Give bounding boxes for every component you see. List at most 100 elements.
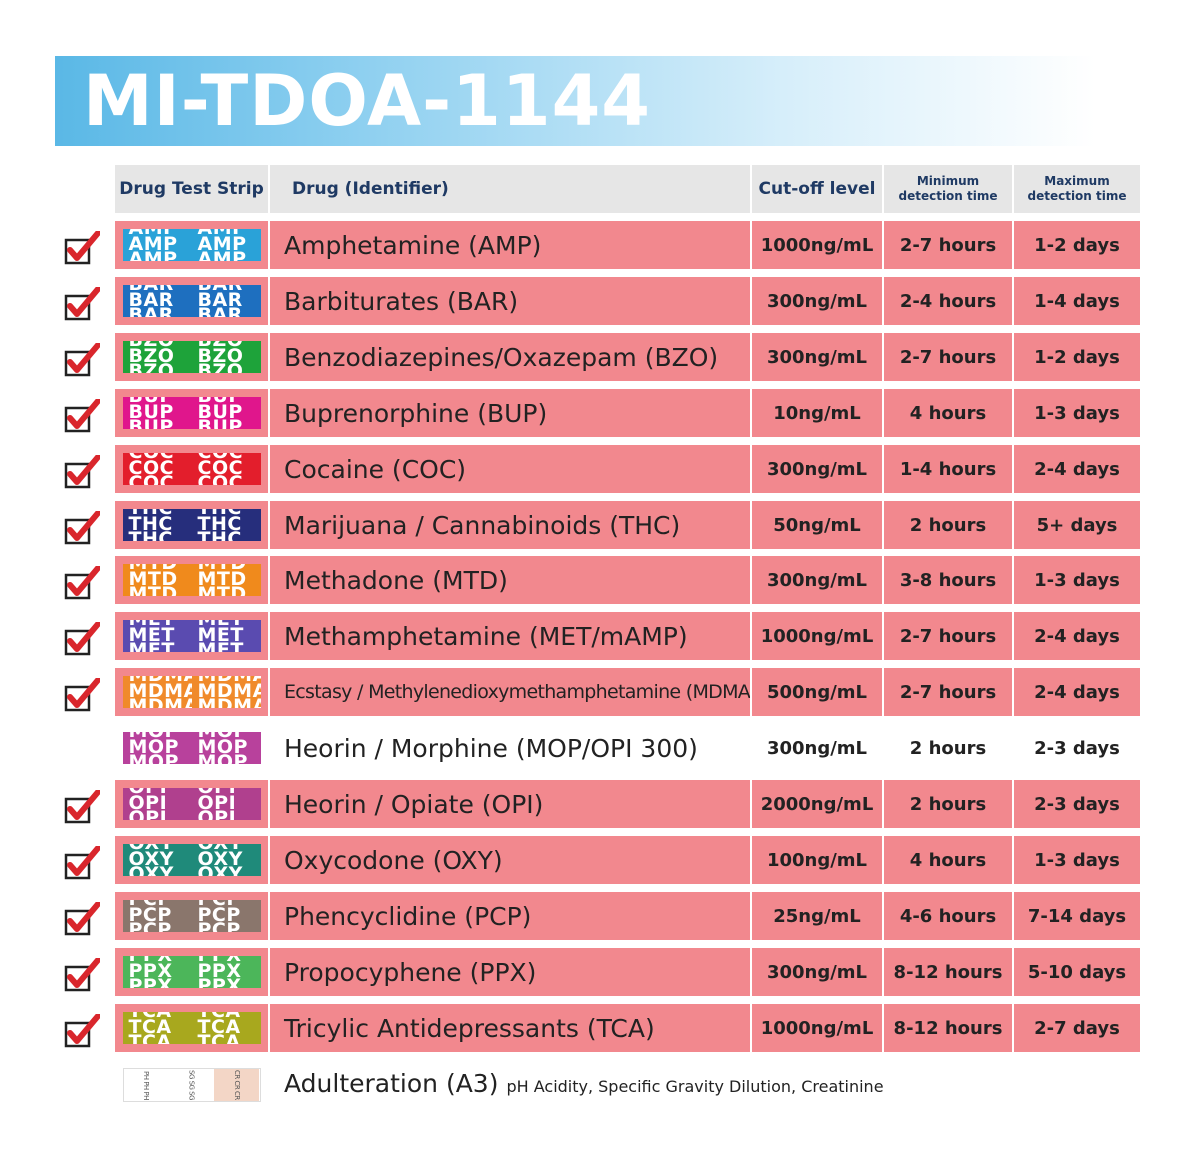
strip-code-text: COC — [128, 457, 175, 479]
drug-name: Benzodiazepines/Oxazepam (BZO) — [270, 333, 750, 381]
max-detection-time: 5-10 days — [1014, 948, 1140, 996]
strip-cell: MTDMTDMTDMTDMTDMTD — [115, 556, 268, 604]
strip-code-text: OPI — [129, 788, 168, 797]
checkmark-icon — [64, 846, 100, 880]
header-max-line1: Maximum — [1044, 174, 1110, 188]
drug-name: Phencyclidine (PCP) — [270, 892, 750, 940]
strip-code-text: PPX — [128, 960, 173, 982]
max-detection-time: 2-3 days — [1034, 737, 1120, 759]
strip-code-text: AMP — [128, 233, 178, 255]
drug-name: Oxycodone (OXY) — [270, 836, 750, 884]
strip-code-text: MDMA — [198, 676, 261, 685]
min-detection-time: 2 hours — [909, 737, 987, 759]
adulteration-strip-cell: PH PH PH SG SG SG CR CR CR — [115, 1061, 268, 1109]
drug-name: Ecstasy / Methylenedioxymethamphetamine … — [270, 668, 750, 716]
header-cutoff: Cut-off level — [752, 165, 882, 213]
drug-name: Heorin / Opiate (OPI) — [270, 780, 750, 828]
strip-code-text: MTD — [197, 583, 247, 597]
drug-test-strip: BUPBUPBUPBUPBUPBUP — [122, 397, 261, 429]
strip-code-text: BAR — [128, 289, 174, 311]
strip-code-text: BUP — [128, 416, 174, 430]
table-row: MDMAMDMAMDMAMDMAMDMAMDMA Ecstasy / Methyl… — [0, 668, 1200, 716]
strip-cell: BARBARBARBARBARBAR — [115, 277, 268, 325]
drug-test-strip: BZOBZOBZOBZOBZOBZO — [122, 341, 261, 373]
min-detection-time: 2-7 hours — [884, 668, 1012, 716]
strip-code-text: MTD — [129, 564, 178, 573]
min-detection-time: 4 hours — [884, 836, 1012, 884]
strip-segment-sg: SG SG SG — [187, 1069, 196, 1101]
cutoff-level: 300ng/mL — [752, 948, 882, 996]
max-detection-time: 2-4 days — [1014, 668, 1140, 716]
drug-test-strip: TCATCATCATCATCATCA — [122, 1012, 261, 1044]
strip-code-text: MDMA — [129, 676, 192, 685]
max-detection-time: 1-3 days — [1014, 389, 1140, 437]
strip-cell: PCPPCPPCPPCPPCPPCP — [115, 892, 268, 940]
strip-code-text: PPX — [197, 960, 242, 982]
drug-test-strip: PCPPCPPCPPCPPCPPCP — [122, 900, 261, 933]
strip-code-text: BUP — [129, 397, 174, 406]
table-row: BUPBUPBUPBUPBUPBUPBuprenorphine (BUP)10n… — [0, 389, 1200, 437]
checkmark-icon — [64, 511, 100, 545]
strip-code-text: OXY — [128, 863, 174, 877]
header-min-line1: Minimum — [916, 174, 980, 188]
table-row: BARBARBARBARBARBARBarbiturates (BAR)300n… — [0, 277, 1200, 325]
table-row: THCTHCTHCTHCTHCTHCMarijuana / Cannabinoi… — [0, 501, 1200, 549]
adulteration-strip: PH PH PH SG SG SG CR CR CR — [122, 1068, 261, 1102]
checkmark-icon — [64, 287, 100, 321]
strip-code-text: BUP — [198, 397, 243, 406]
strip-code-text: PCP — [198, 900, 241, 909]
checkmark-icon — [64, 902, 100, 936]
cutoff-level: 25ng/mL — [752, 892, 882, 940]
checkmark-icon — [64, 231, 100, 265]
strip-code-text: PCP — [128, 919, 172, 933]
strip-code-text: BZO — [197, 345, 244, 367]
checkmark-icon — [64, 622, 100, 656]
cutoff-level: 1000ng/mL — [752, 221, 882, 269]
checkmark-icon — [64, 455, 100, 489]
checkmark-icon — [64, 1014, 100, 1048]
strip-cell: BZOBZOBZOBZOBZOBZO — [115, 333, 268, 381]
drug-name: Cocaine (COC) — [270, 445, 750, 493]
min-detection-time: 8-12 hours — [884, 1004, 1012, 1052]
strip-code-text: MET — [197, 624, 244, 646]
strip-code-text: OXY — [197, 848, 243, 870]
min-detection-time: 4-6 hours — [884, 892, 1012, 940]
strip-code-text: PPX — [198, 956, 242, 965]
drug-test-strip: MTDMTDMTDMTDMTDMTD — [122, 564, 261, 596]
strip-code-text: COC — [198, 453, 244, 462]
strip-code-text: MOP — [128, 751, 179, 765]
strip-code-text: BZO — [128, 345, 175, 367]
drug-test-strip: COCCOCCOCCOCCOCCOC — [122, 453, 261, 485]
strip-code-text: MOP — [128, 736, 179, 758]
strip-code-text: BZO — [198, 341, 244, 350]
checkmark-icon — [64, 343, 100, 377]
strip-code-text: BAR — [197, 289, 243, 311]
strip-cell: THCTHCTHCTHCTHCTHC — [115, 501, 268, 549]
max-detection-time: 2-4 days — [1014, 612, 1140, 660]
strip-code-text: THC — [128, 513, 173, 535]
max-detection-time: 7-14 days — [1014, 892, 1140, 940]
strip-cell: OXYOXYOXYOXYOXYOXY — [115, 836, 268, 884]
strip-code-text: BZO — [129, 341, 175, 350]
drug-test-strip: THCTHCTHCTHCTHCTHC — [122, 509, 261, 541]
drug-test-strip: MOPMOPMOPMOPMOPMOP — [122, 732, 261, 764]
strip-code-text: MET — [198, 620, 244, 629]
checkmark-icon — [64, 399, 100, 433]
strip-cell: PPXPPXPPXPPXPPXPPX — [115, 948, 268, 996]
